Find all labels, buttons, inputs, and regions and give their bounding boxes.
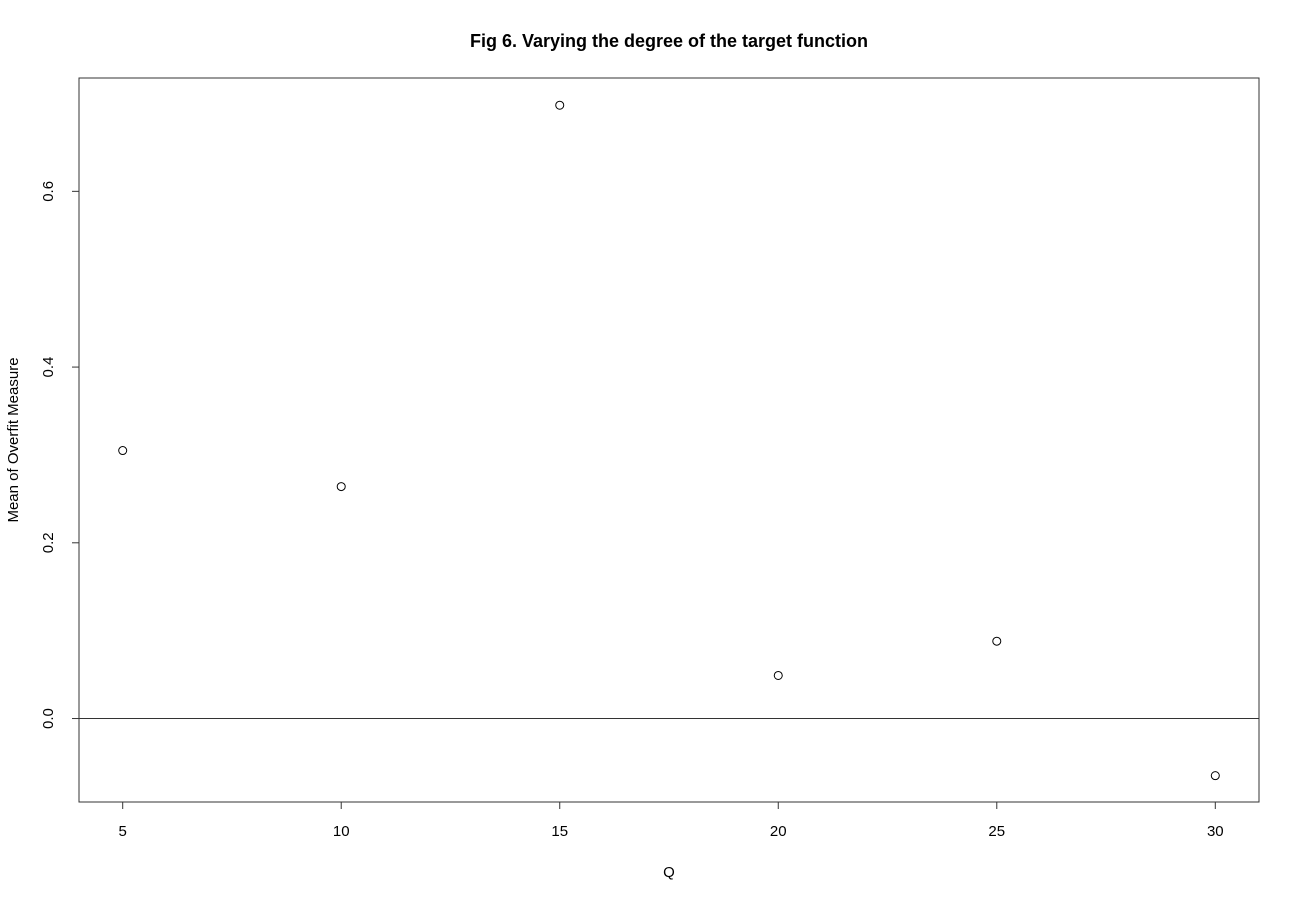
data-point [555,100,565,110]
plot-frame [78,77,1260,803]
x-tick-label: 20 [770,823,787,840]
x-tick-label: 15 [551,823,568,840]
x-axis-label: Q [663,864,675,881]
y-tick-label: 0.2 [40,532,57,553]
x-tick-label: 10 [333,823,350,840]
x-tick-label: 25 [988,823,1005,840]
y-tick-label: 0.0 [40,708,57,729]
y-axis: 0.0 0.2 0.4 0.6 [40,181,80,729]
x-axis: 5 10 15 20 25 30 [119,801,1224,840]
data-point [773,670,783,680]
data-points [118,100,1220,781]
data-point [336,482,346,492]
chart-title: Fig 6. Varying the degree of the target … [470,31,868,51]
y-tick-label: 0.6 [40,181,57,202]
x-tick-label: 5 [119,823,127,840]
x-tick-label: 30 [1207,823,1224,840]
y-axis-label: Mean of Overfit Measure [5,357,22,522]
data-point [1210,771,1220,781]
y-tick-label: 0.4 [40,357,57,378]
data-point [118,446,128,456]
data-point [992,636,1002,646]
